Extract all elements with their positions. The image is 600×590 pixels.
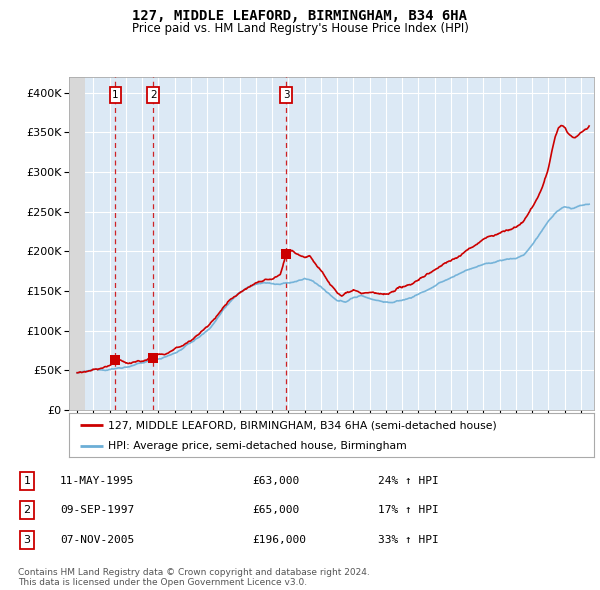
Text: 17% ↑ HPI: 17% ↑ HPI — [378, 506, 439, 515]
Text: Contains HM Land Registry data © Crown copyright and database right 2024.
This d: Contains HM Land Registry data © Crown c… — [18, 568, 370, 587]
Text: Price paid vs. HM Land Registry's House Price Index (HPI): Price paid vs. HM Land Registry's House … — [131, 22, 469, 35]
Text: 2: 2 — [23, 506, 31, 515]
Text: £65,000: £65,000 — [252, 506, 299, 515]
Text: £196,000: £196,000 — [252, 535, 306, 545]
Text: 33% ↑ HPI: 33% ↑ HPI — [378, 535, 439, 545]
Text: 1: 1 — [23, 476, 31, 486]
Text: HPI: Average price, semi-detached house, Birmingham: HPI: Average price, semi-detached house,… — [109, 441, 407, 451]
Text: 3: 3 — [23, 535, 31, 545]
Text: 24% ↑ HPI: 24% ↑ HPI — [378, 476, 439, 486]
Text: 07-NOV-2005: 07-NOV-2005 — [60, 535, 134, 545]
Text: £63,000: £63,000 — [252, 476, 299, 486]
Text: 11-MAY-1995: 11-MAY-1995 — [60, 476, 134, 486]
Text: 127, MIDDLE LEAFORD, BIRMINGHAM, B34 6HA (semi-detached house): 127, MIDDLE LEAFORD, BIRMINGHAM, B34 6HA… — [109, 421, 497, 430]
Text: 127, MIDDLE LEAFORD, BIRMINGHAM, B34 6HA: 127, MIDDLE LEAFORD, BIRMINGHAM, B34 6HA — [133, 9, 467, 23]
Text: 09-SEP-1997: 09-SEP-1997 — [60, 506, 134, 515]
Text: 3: 3 — [283, 90, 289, 100]
Bar — [69, 77, 85, 410]
Text: 1: 1 — [112, 90, 119, 100]
Text: 2: 2 — [150, 90, 157, 100]
